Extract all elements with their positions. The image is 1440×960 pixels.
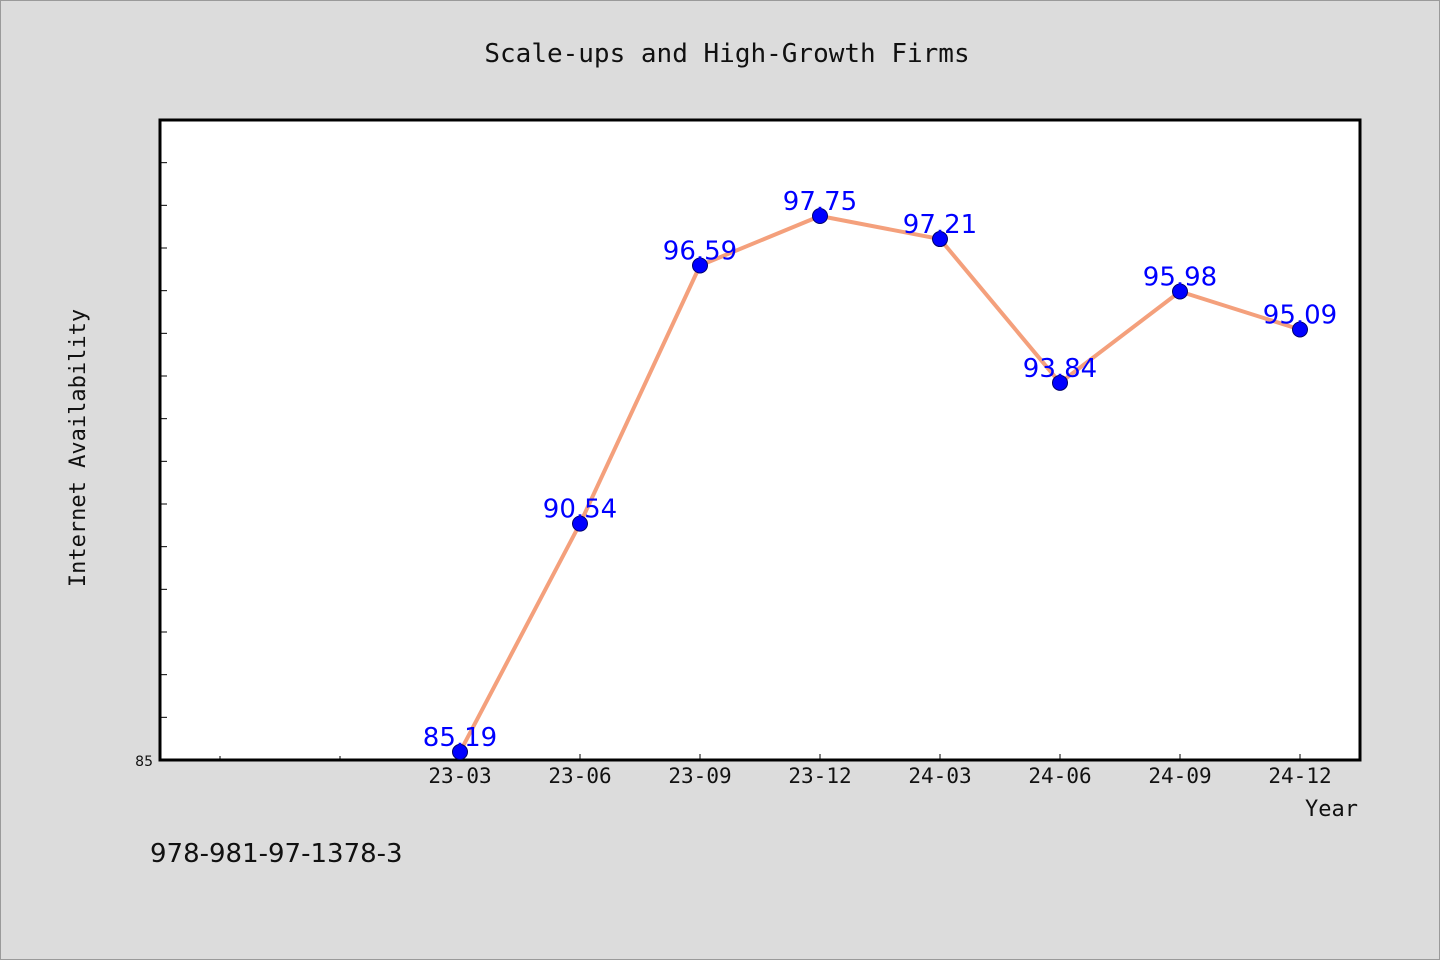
data-point — [1052, 374, 1068, 391]
data-label: 97.75 — [783, 187, 857, 217]
series-line — [458, 214, 1301, 753]
data-label: 97.21 — [903, 210, 977, 240]
data-label: 93.84 — [1023, 354, 1097, 384]
x-tick-label: 23-09 — [668, 764, 731, 788]
plot-area — [158, 118, 1362, 762]
x-tick-label: 23-12 — [788, 764, 851, 788]
chart-title: Scale-ups and High-Growth Firms — [484, 39, 969, 69]
data-point — [692, 257, 708, 274]
y-axis-ticks — [160, 119, 167, 718]
data-point — [932, 231, 948, 248]
data-label: 85.19 — [423, 723, 497, 753]
series-layer: 85.19 90.54 96.59 97.75 97.21 93.84 95.98 95.09 — [423, 187, 1337, 760]
x-axis-ticks: 23-03 23-06 23-09 23-12 24-03 24-06 24-09 24-12 — [219, 754, 1332, 788]
data-point — [572, 515, 588, 532]
x-tick-label: 24-06 — [1028, 764, 1091, 788]
x-tick-label: 24-09 — [1148, 764, 1211, 788]
data-point — [812, 208, 828, 224]
x-tick-label: 24-12 — [1268, 764, 1331, 788]
isbn-footer: 978-981-97-1378-3 — [150, 839, 403, 869]
x-tick-label: 23-06 — [548, 764, 611, 788]
y-axis-label: Internet Availability — [66, 309, 91, 587]
x-tick-label: 24-03 — [908, 764, 971, 788]
data-label: 95.98 — [1143, 263, 1217, 293]
data-point — [1172, 283, 1188, 300]
data-label: 90.54 — [543, 495, 617, 525]
data-point — [452, 743, 468, 760]
x-axis-label: Year — [1305, 797, 1358, 822]
y-tick-label-85: 85 — [135, 754, 153, 770]
x-tick-label: 23-03 — [428, 764, 491, 788]
data-label: 96.59 — [663, 236, 737, 266]
data-point — [1292, 321, 1308, 338]
data-label: 95.09 — [1263, 300, 1337, 330]
